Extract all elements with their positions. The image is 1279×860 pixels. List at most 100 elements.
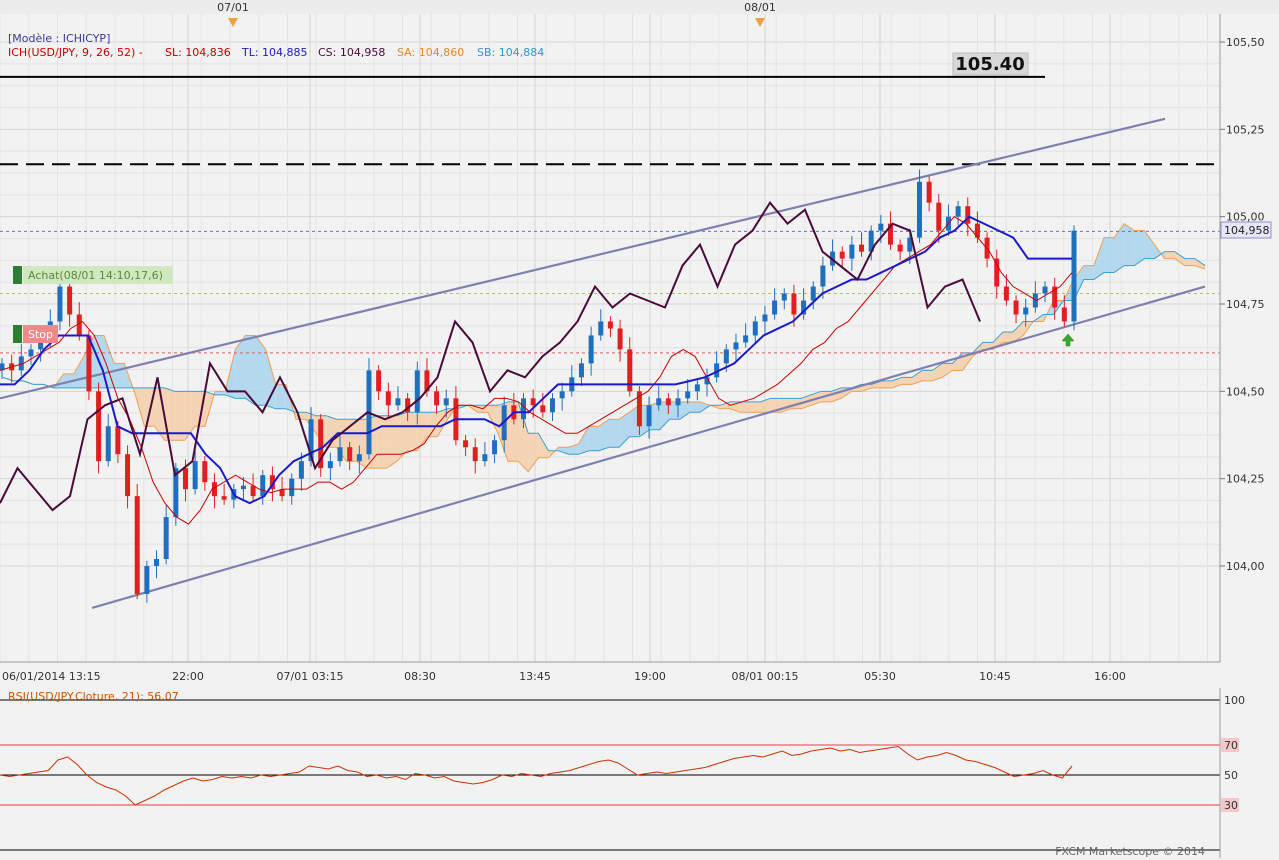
candle-body[interactable] <box>115 426 121 455</box>
candle-body[interactable] <box>385 391 391 406</box>
candle-body[interactable] <box>607 321 613 329</box>
candle-body[interactable] <box>192 461 198 490</box>
candle-body[interactable] <box>685 391 691 399</box>
candle-body[interactable] <box>182 468 188 490</box>
buy-order-handle[interactable] <box>13 266 22 284</box>
candle-body[interactable] <box>521 398 527 420</box>
candle-body[interactable] <box>781 293 787 301</box>
candle-body[interactable] <box>327 461 333 469</box>
candle-body[interactable] <box>888 223 894 245</box>
candle-body[interactable] <box>820 265 826 287</box>
candle-body[interactable] <box>897 244 903 252</box>
candle-body[interactable] <box>318 419 324 469</box>
candle-body[interactable] <box>868 230 874 252</box>
candle-body[interactable] <box>694 384 700 392</box>
candle-body[interactable] <box>878 223 884 231</box>
price-plot-area[interactable] <box>0 75 1220 609</box>
candle-body[interactable] <box>743 335 749 343</box>
candle-body[interactable] <box>202 461 208 483</box>
candle-body[interactable] <box>463 440 469 448</box>
candle-body[interactable] <box>154 559 160 566</box>
candle-body[interactable] <box>86 335 92 392</box>
candle-body[interactable] <box>424 370 430 392</box>
candle-body[interactable] <box>434 391 440 406</box>
candle-body[interactable] <box>289 478 295 497</box>
candle-body[interactable] <box>279 489 285 497</box>
candle-body[interactable] <box>395 398 401 406</box>
candle-body[interactable] <box>617 328 623 350</box>
candle-body[interactable] <box>559 391 565 399</box>
candle-body[interactable] <box>907 237 913 252</box>
rsi-plot-area[interactable] <box>0 699 1220 851</box>
candle-body[interactable] <box>492 440 498 455</box>
candle-body[interactable] <box>598 321 604 336</box>
candle-body[interactable] <box>723 349 729 364</box>
candle-body[interactable] <box>405 398 411 413</box>
candle-body[interactable] <box>0 363 5 371</box>
candle-body[interactable] <box>656 398 662 406</box>
candle-body[interactable] <box>57 286 63 322</box>
candle-body[interactable] <box>298 461 304 479</box>
candle-body[interactable] <box>588 335 594 364</box>
candle-body[interactable] <box>540 405 546 413</box>
candle-body[interactable] <box>337 447 343 462</box>
candle-body[interactable] <box>627 349 633 392</box>
candle-body[interactable] <box>1071 230 1077 322</box>
candle-body[interactable] <box>18 356 24 371</box>
candle-body[interactable] <box>1003 286 1009 301</box>
candle-body[interactable] <box>414 370 420 413</box>
candle-body[interactable] <box>163 517 169 560</box>
candle-body[interactable] <box>578 363 584 378</box>
candle-body[interactable] <box>994 258 1000 287</box>
candle-body[interactable] <box>269 475 275 490</box>
candle-body[interactable] <box>376 370 382 392</box>
candle-body[interactable] <box>646 405 652 427</box>
candle-body[interactable] <box>636 391 642 427</box>
candle-body[interactable] <box>28 349 34 357</box>
candle-body[interactable] <box>1013 300 1019 315</box>
buy-order-tag[interactable]: Achat(08/01 14:10,17,6) <box>13 266 173 284</box>
candle-body[interactable] <box>530 398 536 406</box>
candle-body[interactable] <box>549 398 555 413</box>
candle-body[interactable] <box>482 454 488 462</box>
stop-order-handle[interactable] <box>13 325 22 343</box>
candle-body[interactable] <box>144 566 150 594</box>
candle-body[interactable] <box>211 482 217 497</box>
candle-body[interactable] <box>965 206 971 224</box>
candle-body[interactable] <box>67 286 73 315</box>
candle-body[interactable] <box>240 485 246 490</box>
candle-body[interactable] <box>752 321 758 336</box>
candle-body[interactable] <box>472 447 478 462</box>
candle-body[interactable] <box>1023 307 1029 315</box>
candle-body[interactable] <box>665 398 671 406</box>
candle-body[interactable] <box>839 251 845 259</box>
candle-body[interactable] <box>772 300 778 315</box>
candle-body[interactable] <box>714 363 720 378</box>
candle-body[interactable] <box>134 496 140 594</box>
time-axis[interactable]: 06/01/2014 13:15 22:00 07/01 03:15 08:30 13:… <box>2 670 1126 683</box>
candle-body[interactable] <box>356 454 362 462</box>
candle-body[interactable] <box>125 454 131 497</box>
candle-body[interactable] <box>801 300 807 315</box>
candle-body[interactable] <box>308 419 314 462</box>
candle-body[interactable] <box>704 377 710 385</box>
candle-body[interactable] <box>1042 286 1048 294</box>
candle-body[interactable] <box>1061 307 1067 322</box>
candle-body[interactable] <box>810 286 816 301</box>
candle-body[interactable] <box>38 342 44 350</box>
candle-body[interactable] <box>347 447 353 462</box>
candle-body[interactable] <box>260 475 266 497</box>
candle-body[interactable] <box>675 398 681 406</box>
candle-body[interactable] <box>1052 286 1058 308</box>
stop-order-tag[interactable]: Stop <box>13 325 58 343</box>
channel-upper-line[interactable] <box>0 117 1166 400</box>
candle-body[interactable] <box>96 391 102 462</box>
candle-body[interactable] <box>955 206 961 217</box>
candle-body[interactable] <box>974 223 980 238</box>
candle-body[interactable] <box>762 314 768 322</box>
channel-lower-line[interactable] <box>91 285 1206 609</box>
candle-body[interactable] <box>173 468 179 518</box>
candle-body[interactable] <box>916 181 922 238</box>
